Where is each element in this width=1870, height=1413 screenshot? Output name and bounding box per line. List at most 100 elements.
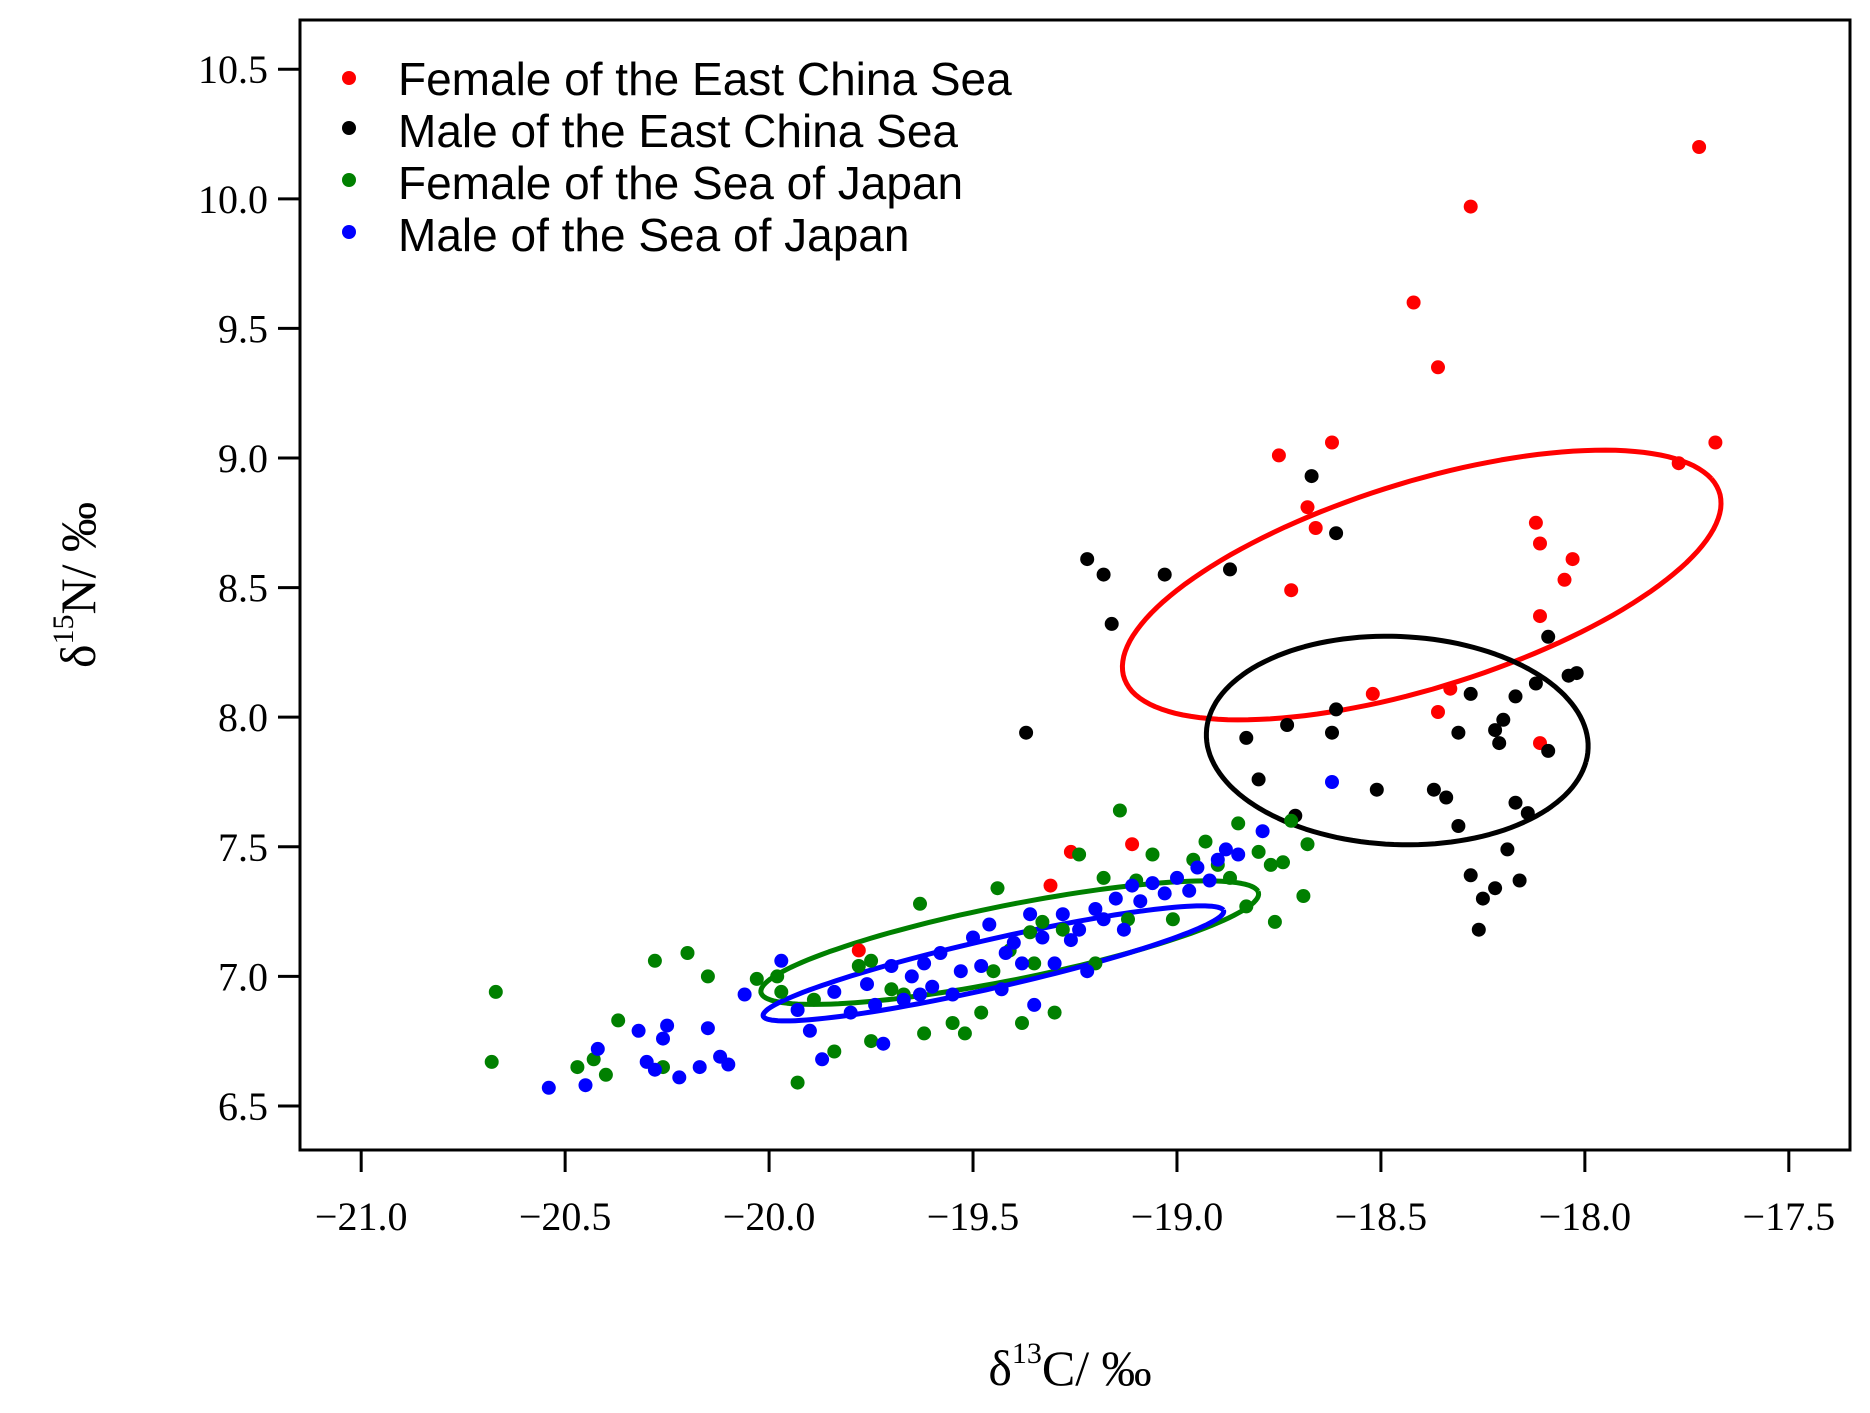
- data-point[interactable]: [1255, 824, 1270, 839]
- data-point[interactable]: [1308, 521, 1323, 535]
- data-point[interactable]: [774, 984, 789, 999]
- data-point[interactable]: [1284, 813, 1299, 828]
- data-point[interactable]: [680, 946, 695, 960]
- data-point[interactable]: [1125, 878, 1140, 893]
- data-point[interactable]: [1035, 914, 1050, 929]
- data-point[interactable]: [647, 1062, 662, 1077]
- data-point[interactable]: [1426, 782, 1441, 797]
- data-point[interactable]: [1463, 868, 1478, 883]
- data-point[interactable]: [917, 1026, 932, 1041]
- data-point[interactable]: [1055, 922, 1070, 937]
- data-point[interactable]: [1284, 583, 1299, 598]
- data-point[interactable]: [1557, 572, 1572, 587]
- data-point[interactable]: [1528, 676, 1543, 691]
- data-point[interactable]: [1569, 666, 1584, 681]
- data-point[interactable]: [1329, 702, 1344, 717]
- data-point[interactable]: [1239, 730, 1254, 745]
- data-point[interactable]: [864, 953, 879, 968]
- data-point[interactable]: [1325, 725, 1339, 740]
- data-point[interactable]: [790, 1075, 805, 1090]
- data-point[interactable]: [1080, 964, 1095, 979]
- data-point[interactable]: [1431, 360, 1445, 375]
- data-point[interactable]: [1488, 881, 1503, 896]
- data-point[interactable]: [896, 992, 911, 1007]
- data-point[interactable]: [1055, 907, 1070, 922]
- data-point[interactable]: [1533, 609, 1547, 624]
- data-point[interactable]: [1300, 837, 1315, 852]
- data-point[interactable]: [1443, 681, 1458, 696]
- data-point[interactable]: [1263, 857, 1278, 872]
- data-point[interactable]: [1157, 567, 1172, 582]
- data-point[interactable]: [990, 881, 1005, 896]
- data-point[interactable]: [957, 1026, 972, 1041]
- data-point[interactable]: [1223, 870, 1237, 885]
- data-point[interactable]: [974, 959, 989, 973]
- data-point[interactable]: [982, 917, 997, 932]
- data-point[interactable]: [1475, 891, 1490, 906]
- data-point[interactable]: [1463, 199, 1478, 214]
- data-point[interactable]: [1027, 956, 1042, 971]
- data-point[interactable]: [578, 1078, 593, 1093]
- data-point[interactable]: [806, 992, 821, 1007]
- data-point[interactable]: [1276, 855, 1290, 870]
- data-point[interactable]: [1369, 782, 1384, 797]
- data-point[interactable]: [1006, 935, 1021, 950]
- data-point[interactable]: [1112, 803, 1127, 818]
- data-point[interactable]: [802, 1023, 817, 1038]
- data-point[interactable]: [904, 969, 919, 984]
- data-point[interactable]: [917, 956, 932, 971]
- data-point[interactable]: [1300, 500, 1315, 515]
- data-point[interactable]: [1145, 876, 1160, 891]
- data-point[interactable]: [1267, 914, 1282, 929]
- data-point[interactable]: [1072, 922, 1087, 937]
- data-point[interactable]: [590, 1041, 605, 1056]
- data-point[interactable]: [1528, 515, 1543, 530]
- data-point[interactable]: [1304, 469, 1319, 484]
- data-point[interactable]: [913, 987, 927, 1002]
- data-point[interactable]: [700, 969, 715, 984]
- data-point[interactable]: [700, 1021, 715, 1036]
- data-point[interactable]: [1671, 456, 1686, 471]
- data-point[interactable]: [1463, 686, 1478, 701]
- data-point[interactable]: [1520, 806, 1535, 821]
- data-point[interactable]: [1072, 847, 1087, 862]
- data-point[interactable]: [913, 896, 927, 911]
- data-point[interactable]: [1251, 844, 1266, 859]
- data-point[interactable]: [1165, 912, 1180, 927]
- data-point[interactable]: [945, 1016, 960, 1030]
- data-point[interactable]: [1210, 852, 1225, 867]
- data-point[interactable]: [884, 959, 899, 973]
- data-point[interactable]: [598, 1067, 613, 1082]
- data-point[interactable]: [1096, 567, 1111, 582]
- data-point[interactable]: [1492, 736, 1507, 751]
- data-point[interactable]: [851, 959, 866, 973]
- data-point[interactable]: [1500, 842, 1515, 857]
- data-point[interactable]: [1080, 552, 1095, 567]
- data-point[interactable]: [1104, 616, 1119, 631]
- data-point[interactable]: [994, 982, 1009, 997]
- data-point[interactable]: [884, 982, 899, 997]
- data-point[interactable]: [1190, 860, 1205, 875]
- data-point[interactable]: [1239, 899, 1254, 914]
- data-point[interactable]: [1296, 889, 1311, 903]
- data-point[interactable]: [631, 1023, 646, 1038]
- data-point[interactable]: [1145, 847, 1160, 862]
- data-point[interactable]: [774, 953, 789, 968]
- data-point[interactable]: [864, 1034, 879, 1049]
- data-point[interactable]: [1325, 775, 1339, 789]
- data-point[interactable]: [1047, 1005, 1062, 1020]
- data-point[interactable]: [1202, 873, 1217, 888]
- data-point[interactable]: [860, 977, 874, 992]
- data-point[interactable]: [925, 979, 940, 994]
- data-point[interactable]: [672, 1070, 687, 1085]
- data-point[interactable]: [998, 946, 1013, 960]
- legend-item-female-sea-of-japan[interactable]: Female of the Sea of Japan: [342, 157, 963, 209]
- data-point[interactable]: [1488, 723, 1503, 738]
- data-point[interactable]: [1015, 1016, 1029, 1030]
- data-point[interactable]: [737, 987, 752, 1002]
- data-point[interactable]: [1043, 878, 1058, 893]
- data-point[interactable]: [1692, 140, 1707, 154]
- data-point[interactable]: [1019, 725, 1034, 740]
- data-point[interactable]: [1471, 922, 1486, 937]
- data-point[interactable]: [1365, 686, 1380, 701]
